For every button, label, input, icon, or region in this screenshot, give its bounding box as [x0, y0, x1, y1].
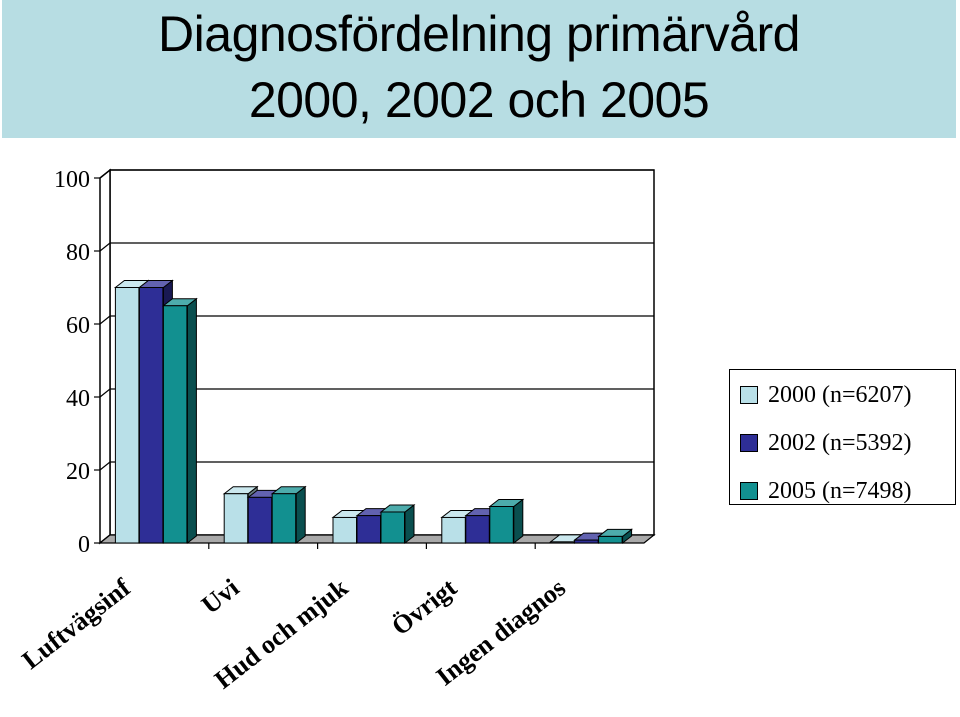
bar	[550, 541, 575, 544]
gridline	[99, 461, 654, 471]
bar	[271, 493, 297, 544]
gridline	[99, 169, 654, 179]
bar	[465, 515, 490, 544]
gridline	[99, 242, 654, 252]
chart-title-line-2: 2000, 2002 och 2005	[248, 72, 710, 128]
y-tick-label: 60	[66, 313, 90, 339]
bar-side	[295, 485, 306, 545]
legend-swatch	[740, 482, 758, 500]
legend-swatch	[740, 434, 758, 452]
bar	[441, 516, 466, 544]
gridline	[99, 388, 654, 398]
y-tick-label: 0	[78, 532, 90, 558]
legend-label: 2002 (n=5392)	[768, 430, 912, 456]
bar	[114, 287, 140, 544]
plot-side-wall	[99, 168, 111, 545]
x-tick-label: Uvi	[196, 573, 245, 620]
plot-back-wall	[109, 169, 655, 536]
bar	[138, 287, 164, 544]
bar	[356, 515, 381, 544]
x-tick-label: Luftvägsinf	[17, 573, 136, 675]
chart-title-line-1: Diagnosfördelning primärvård	[158, 6, 800, 62]
gridline	[99, 315, 654, 325]
bar	[162, 305, 188, 544]
legend-label: 2000 (n=6207)	[768, 382, 912, 408]
bar-side	[186, 297, 197, 545]
bar	[332, 516, 357, 544]
bar	[598, 535, 623, 544]
title-band: Diagnosfördelning primärvård 2000, 2002 …	[2, 0, 956, 138]
y-tick-label: 80	[66, 240, 90, 266]
legend-label: 2005 (n=7498)	[768, 478, 912, 504]
y-tick-label: 40	[66, 386, 90, 412]
legend: 2000 (n=6207) 2002 (n=5392) 2005 (n=7498)	[729, 369, 956, 505]
bar	[223, 493, 249, 544]
bar	[574, 539, 599, 544]
legend-swatch	[740, 386, 758, 404]
x-tick-label: Övrigt	[386, 573, 462, 641]
y-tick-label: 20	[66, 459, 90, 485]
bar	[247, 496, 273, 544]
bar	[489, 506, 514, 544]
y-tick-label: 100	[54, 167, 90, 193]
bar	[380, 511, 405, 544]
